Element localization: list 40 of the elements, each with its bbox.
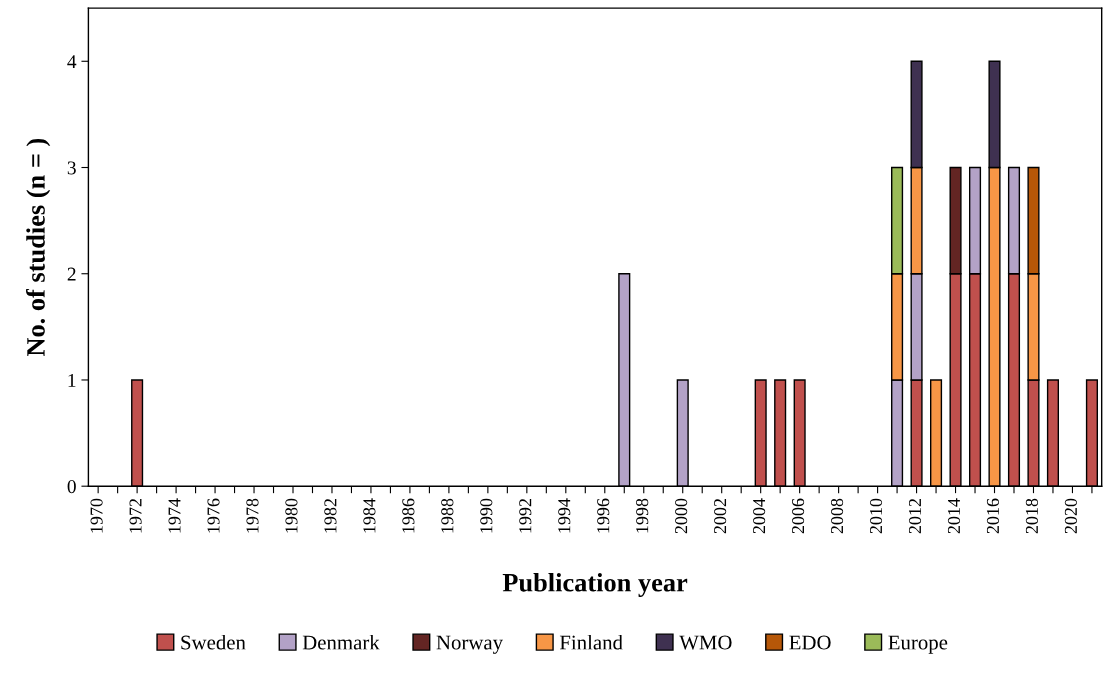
x-tick-label: 1986 <box>402 498 415 533</box>
y-tick-label: 2 <box>67 267 76 281</box>
x-tick-label: 1996 <box>597 498 610 533</box>
x-tick-label: 2000 <box>675 498 688 534</box>
legend-label: WMO <box>679 635 732 650</box>
x-tick-label: 2002 <box>714 499 727 534</box>
x-tick-label: 2018 <box>1025 498 1038 534</box>
legend-label: EDO <box>789 635 831 650</box>
x-tick-label: 2020 <box>1064 498 1077 534</box>
y-tick-label: 0 <box>67 480 76 494</box>
legend-label: Europe <box>888 635 948 654</box>
x-tick-label: 2012 <box>908 499 922 534</box>
x-tick-label: 1990 <box>480 498 493 533</box>
x-tick-label: 2014 <box>947 498 961 534</box>
x-tick-label: 1970 <box>90 498 103 533</box>
y-axis-title: No. of studies (n = ) <box>26 138 51 357</box>
x-tick-label: 2016 <box>986 498 1000 534</box>
x-tick-label: 1978 <box>246 498 259 533</box>
x-tick-label: 2006 <box>791 498 805 534</box>
x-tick-label: 1984 <box>363 498 376 533</box>
legend-label: Norway <box>436 635 503 654</box>
x-tick-label: 1998 <box>636 498 649 533</box>
x-tick-label: 1992 <box>519 499 532 533</box>
legend-label: Denmark <box>302 634 380 650</box>
x-tick-label: 1980 <box>285 498 298 533</box>
x-tick-label: 1972 <box>129 499 142 533</box>
x-tick-label: 1988 <box>441 498 454 533</box>
legend-label: Sweden <box>181 634 246 650</box>
x-axis-title: Publication year <box>502 573 688 598</box>
x-tick-label: 1994 <box>558 498 571 533</box>
x-tick-label: 1974 <box>168 498 181 533</box>
legend-label: Finland <box>559 634 623 650</box>
y-tick-label: 1 <box>68 373 76 387</box>
x-tick-label: 2008 <box>830 498 844 534</box>
x-tick-label: 1982 <box>324 499 337 533</box>
x-tick-label: 2010 <box>869 498 883 534</box>
y-tick-label: 4 <box>67 55 77 69</box>
x-tick-label: 1976 <box>207 498 220 533</box>
y-tick-label: 3 <box>67 161 76 175</box>
x-tick-label: 2004 <box>753 498 766 534</box>
